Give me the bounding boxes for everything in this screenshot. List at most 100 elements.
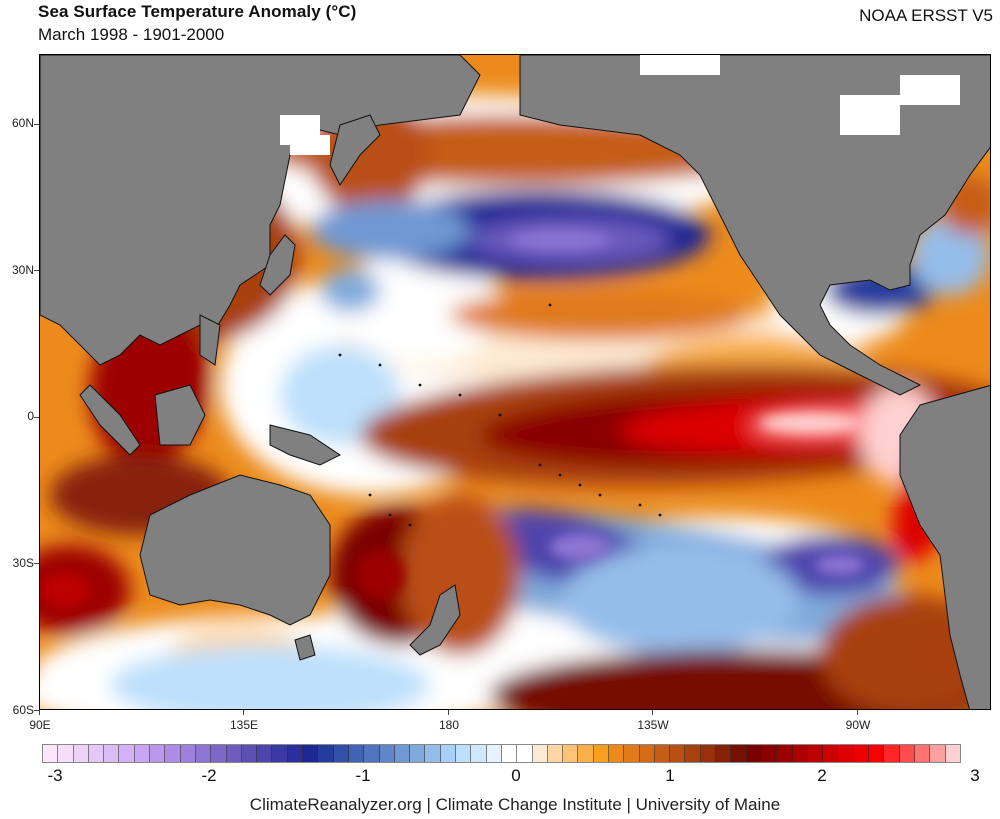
colorbar-swatch xyxy=(532,745,548,762)
sea-ice xyxy=(290,135,330,155)
colorbar-swatch xyxy=(608,745,625,762)
sst-anomaly-map xyxy=(39,54,991,710)
anomaly-core xyxy=(815,555,865,575)
anomaly-blob xyxy=(340,245,500,365)
colorbar-swatch xyxy=(700,745,717,762)
colorbar-swatch xyxy=(394,745,411,762)
landmass xyxy=(259,234,296,296)
colorbar-swatch xyxy=(257,745,273,762)
colorbar-swatch xyxy=(945,745,960,762)
anomaly-core-layer xyxy=(40,230,865,608)
colorbar-swatch xyxy=(563,745,579,762)
colorbar-label: 0 xyxy=(511,766,521,785)
colorbar-swatch xyxy=(654,745,671,762)
anomaly-blob xyxy=(400,495,520,655)
colorbar-label: -2 xyxy=(201,766,217,785)
colorbar xyxy=(42,744,961,763)
island-dot xyxy=(368,493,372,497)
landmass xyxy=(154,384,206,446)
colorbar-swatch xyxy=(670,745,686,762)
anomaly-blob xyxy=(560,545,800,655)
lat-tick xyxy=(34,710,39,711)
colorbar-swatch xyxy=(150,745,166,762)
colorbar-swatch xyxy=(838,745,854,762)
colorbar-label: 2 xyxy=(817,766,827,785)
lat-tick xyxy=(34,563,39,564)
island-dot xyxy=(548,303,552,307)
colorbar-swatch xyxy=(425,745,441,762)
lon-label-90w: 90W xyxy=(845,718,871,732)
sea-ice xyxy=(900,75,960,105)
colorbar-swatch xyxy=(731,745,747,762)
lat-tick xyxy=(34,270,39,271)
lon-tick xyxy=(243,710,244,715)
colorbar-swatch xyxy=(685,745,701,762)
lon-tick xyxy=(652,710,653,715)
colorbar-swatch xyxy=(807,745,824,762)
island-dot xyxy=(498,413,502,417)
island-dot xyxy=(598,493,602,497)
colorbar-swatch xyxy=(195,745,212,762)
colorbar-swatch xyxy=(88,745,105,762)
colorbar-swatch xyxy=(58,745,74,762)
landmass xyxy=(519,55,990,396)
colorbar-swatch xyxy=(364,745,380,762)
colorbar-swatch xyxy=(578,745,594,762)
colorbar-swatch xyxy=(440,745,457,762)
island-dot xyxy=(538,463,542,467)
sea-ice xyxy=(640,55,720,75)
lon-label-135w: 135W xyxy=(637,718,669,732)
colorbar-swatch xyxy=(73,745,89,762)
colorbar-label: 3 xyxy=(970,766,980,785)
landmass xyxy=(294,634,316,661)
colorbar-swatch xyxy=(104,745,120,762)
colorbar-swatch xyxy=(303,745,319,762)
colorbar-swatch xyxy=(930,745,946,762)
island-dot xyxy=(378,363,382,367)
lat-label-30s: 30S xyxy=(12,556,34,570)
colorbar-swatch xyxy=(333,745,349,762)
map-subtitle: March 1998 - 1901-2000 xyxy=(38,25,225,44)
island-dot xyxy=(458,393,462,397)
lon-label-90e: 90E xyxy=(29,718,51,732)
lon-tick xyxy=(857,710,858,715)
anomaly-blob xyxy=(320,268,380,312)
landmass xyxy=(899,385,990,709)
colorbar-swatch xyxy=(624,745,640,762)
colorbar-swatch xyxy=(884,745,900,762)
colorbar-swatch xyxy=(211,745,227,762)
colorbar-swatch xyxy=(593,745,609,762)
island-dot xyxy=(338,353,342,357)
land-masses xyxy=(40,55,990,709)
colorbar-swatch xyxy=(287,745,304,762)
landmass xyxy=(79,384,141,456)
landmass xyxy=(199,314,221,366)
anomaly-core xyxy=(550,533,610,561)
lat-tick xyxy=(34,124,39,125)
colorbar-swatch xyxy=(501,745,518,762)
colorbar-swatch xyxy=(547,745,564,762)
colorbar-swatch xyxy=(639,745,655,762)
island-dot xyxy=(408,523,412,527)
landmass xyxy=(269,424,341,466)
colorbar-swatch xyxy=(165,745,181,762)
anomaly-core xyxy=(40,572,90,608)
anomaly-blob xyxy=(280,345,400,445)
footer-credit: ClimateReanalyzer.org | Climate Change I… xyxy=(249,795,781,814)
colorbar-swatch xyxy=(318,745,334,762)
anomaly-core xyxy=(355,550,405,600)
lon-label-180: 180 xyxy=(438,718,460,732)
map-title: Sea Surface Temperature Anomaly (°C) xyxy=(38,2,357,21)
colorbar-swatch xyxy=(348,745,365,762)
colorbar-swatch xyxy=(226,745,242,762)
lat-label-60n: 60N xyxy=(11,116,34,130)
colorbar-swatch xyxy=(241,745,258,762)
colorbar-label: 1 xyxy=(665,766,675,785)
colorbar-swatch xyxy=(180,745,196,762)
colorbar-swatch xyxy=(899,745,915,762)
map-canvas xyxy=(40,55,990,709)
colorbar-swatch xyxy=(272,745,288,762)
colorbar-swatch xyxy=(486,745,502,762)
colorbar-swatch xyxy=(134,745,151,762)
colorbar-swatch xyxy=(410,745,426,762)
